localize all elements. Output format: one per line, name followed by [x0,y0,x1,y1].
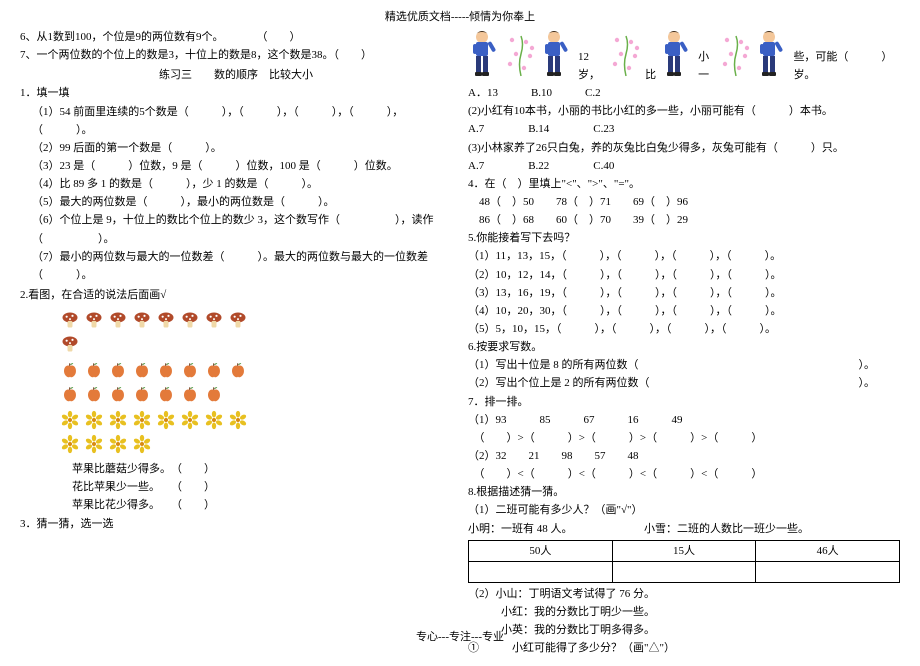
s4-title: 4．在（ ）里填上"<"、">"、"="。 [468,175,900,193]
tbl-c3: 46人 [756,540,900,561]
txt-xiao: 小一 [698,48,717,84]
opt3: A.7 B.22 C.40 [468,157,900,175]
opt2: A.7 B.14 C.23 [468,120,900,138]
apple-grid [60,360,250,404]
s7-2: （2）32 21 98 57 48 [468,447,900,465]
s1-5: （5）最大的两位数是（ ），最小的两位数是（ ）。 [20,193,452,211]
s8-1a: 小明：一班有 48 人。 小雪：二班的人数比一班少一些。 [468,520,900,538]
opt1: A．13 B.10 C.2 [468,84,900,102]
s6-title: 6.按要求写数。 [468,338,900,356]
s1-2: （2）99 后面的第一个数是（ ）。 [20,139,452,157]
r2: (2)小红有10本书，小丽的书比小红的多一些，小丽可能有（ ）本书。 [468,102,900,120]
s6-2: （2）写出个位上是 2 的所有两位数（ ）。 [468,374,900,392]
s7-1b: （ ）>（ ）>（ ）>（ ）>（ ） [468,429,900,447]
s8-title: 8.根据描述猜一猜。 [468,483,900,501]
s1-7: （7）最小的两位数与最大的一位数差（ ）。最大的两位数与最大的一位数差（ ）。 [20,248,452,284]
kids-row: 12岁， 比 小一 些，可能（ [468,28,900,84]
txt-bi: 比 [645,66,656,84]
s7-1: （1）93 85 67 16 49 [468,411,900,429]
s5-5: （5）5，10，15，（ ），（ ），（ ），（ ）。 [468,320,900,338]
s7-2b: （ ）<（ ）<（ ）<（ ）<（ ） [468,465,900,483]
s4-l2: 86（ ）68 60（ ）70 39（ ）29 [468,211,900,229]
left-column: 6、从1数到100，个位是9的两位数有9个。 （ ） 7、一个两位数的个位上的数… [20,28,452,658]
q7: 7、一个两位数的个位上的数是3，十位上的数是8，这个数是38。（ ） [20,46,452,64]
s8-table: 50人 15人 46人 [468,540,900,583]
r3: (3)小林家养了26只白兔，养的灰兔比白兔少得多，灰兔可能有（ ）只。 [468,139,900,157]
s1-6: （6）个位上是 9，十位上的数比个位上的数少 3，这个数写作（ ），读作（ ）。 [20,211,452,247]
s2-c: 苹果比花少得多。 （ ） [72,496,452,514]
tbl-c1: 50人 [469,540,613,561]
practice3-title: 练习三 数的顺序 比较大小 [20,66,452,84]
mushroom-grid [60,310,260,354]
s5-4: （4）10，20，30，（ ），（ ），（ ），（ ）。 [468,302,900,320]
s5-title: 5.你能接着写下去吗？ [468,229,900,247]
s5-1: （1）11，13，15，（ ），（ ），（ ），（ ）。 [468,247,900,265]
s8-2: （2）小山：丁明语文考试得了 76 分。 [468,585,900,603]
page-header: 精选优质文档-----倾情为你奉上 [20,8,900,24]
s4-l1: 48（ ）50 78（ ）71 69（ ）96 [468,193,900,211]
s2-b: 花比苹果少一些。 （ ） [72,478,452,496]
s1-3: （3）23 是（ ）位数，9 是（ ）位数，100 是（ ）位数。 [20,157,452,175]
s3-title: 3．猜一猜，选一选 [20,515,452,533]
s8-2a: 小红：我的分数比丁明少一些。 [468,603,900,621]
s1-1: （1）54 前面里连续的5个数是（ ），（ ），（ ），（ ），（ ）。 [20,103,452,139]
s6-1: （1）写出十位是 8 的所有两位数（ ）。 [468,356,900,374]
s8-1: （1）二班可能有多少人？（画"√"） [468,501,900,519]
txt-rest: 些，可能（ ）岁。 [793,48,900,84]
s5-3: （3）13，16，19，（ ），（ ），（ ），（ ）。 [468,284,900,302]
flower-grid [60,410,270,454]
right-column: 12岁， 比 小一 些，可能（ [468,28,900,658]
q6: 6、从1数到100，个位是9的两位数有9个。 （ ） [20,28,452,46]
txt-12: 12岁， [578,48,607,84]
page-footer: 专心---专注---专业 [0,628,920,644]
s7-title: 7．排一排。 [468,393,900,411]
s1-4: （4）比 89 多 1 的数是（ ），少 1 的数是（ ）。 [20,175,452,193]
s2-title: 2.看图，在合适的说法后面画√ [20,286,452,304]
tbl-c2: 15人 [612,540,756,561]
s2-a: 苹果比蘑菇少得多。 （ ） [72,460,452,478]
s5-2: （2）10，12，14，（ ），（ ），（ ），（ ）。 [468,266,900,284]
s1-title: 1．填一填 [20,84,452,102]
